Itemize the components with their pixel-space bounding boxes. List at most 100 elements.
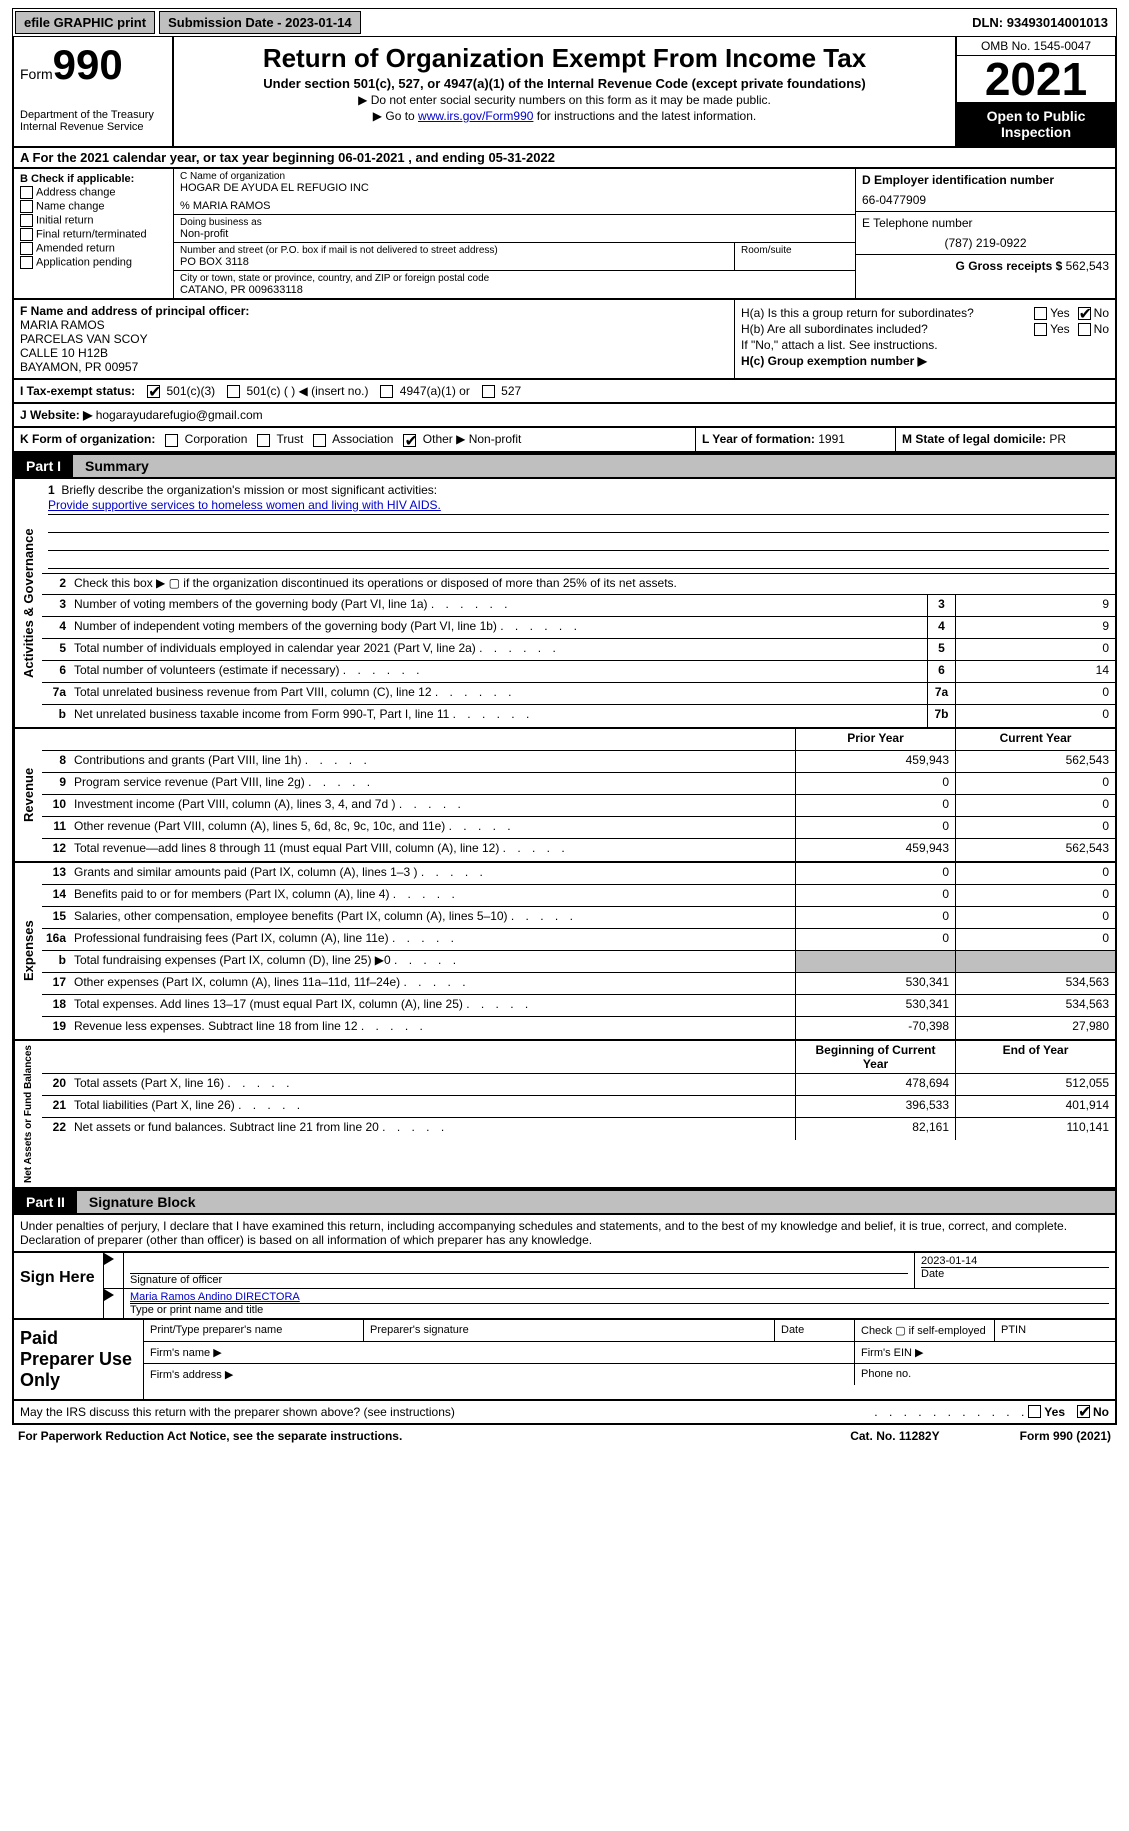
row-val: 0 xyxy=(955,639,1115,660)
row-k-left: K Form of organization: Corporation Trus… xyxy=(14,428,695,450)
officer-printed-name: Maria Ramos Andino DIRECTORA xyxy=(130,1291,1109,1303)
row-box: 7a xyxy=(927,683,955,704)
city: CATANO, PR 009633118 xyxy=(180,284,849,296)
row-num: 18 xyxy=(42,995,70,1016)
row-j: J Website: ▶ hogarayudarefugio@gmail.com xyxy=(12,404,1117,428)
vlabel-gov: Activities & Governance xyxy=(14,479,42,727)
irs-link[interactable]: www.irs.gov/Form990 xyxy=(418,109,533,123)
row-num: 16a xyxy=(42,929,70,950)
section-bcd: B Check if applicable: Address change Na… xyxy=(12,169,1117,300)
row-prior: 0 xyxy=(795,863,955,884)
discuss-q: May the IRS discuss this return with the… xyxy=(20,1405,874,1419)
h-b-yes[interactable] xyxy=(1034,323,1047,336)
summary-row: 20 Total assets (Part X, line 16) . . . … xyxy=(42,1074,1115,1096)
summary-row: 19 Revenue less expenses. Subtract line … xyxy=(42,1017,1115,1039)
chk-name[interactable]: Name change xyxy=(20,200,167,213)
sign-here-label: Sign Here xyxy=(14,1253,104,1318)
header-right: OMB No. 1545-0047 2021 Open to Public In… xyxy=(955,37,1115,146)
row-desc: Total revenue—add lines 8 through 11 (mu… xyxy=(70,839,795,861)
part2-num: Part II xyxy=(14,1191,77,1213)
chk-final[interactable]: Final return/terminated xyxy=(20,228,167,241)
vlabel-rev: Revenue xyxy=(14,729,42,861)
h-a-yes[interactable] xyxy=(1034,307,1047,320)
chk-initial[interactable]: Initial return xyxy=(20,214,167,227)
row-num: 5 xyxy=(42,639,70,660)
cell-dba: Doing business as Non-profit xyxy=(174,215,855,243)
submission-date-btn[interactable]: Submission Date - 2023-01-14 xyxy=(159,11,361,34)
summary-netassets: Net Assets or Fund Balances Beginning of… xyxy=(12,1041,1117,1189)
ein-label: D Employer identification number xyxy=(862,173,1054,187)
row-desc: Total number of individuals employed in … xyxy=(70,639,927,660)
row-current: 562,543 xyxy=(955,839,1115,861)
row-desc: Net unrelated business taxable income fr… xyxy=(70,705,927,727)
row-box: 5 xyxy=(927,639,955,660)
tel: (787) 219-0922 xyxy=(862,236,1109,250)
chk-4947[interactable] xyxy=(380,385,393,398)
discuss-no[interactable] xyxy=(1077,1405,1090,1418)
firm-addr-label: Firm's address ▶ xyxy=(144,1364,855,1385)
pra-notice: For Paperwork Reduction Act Notice, see … xyxy=(18,1429,850,1443)
row-desc: Number of independent voting members of … xyxy=(70,617,927,638)
row-num: 21 xyxy=(42,1096,70,1117)
row-prior xyxy=(795,951,955,972)
mission-text: Provide supportive services to homeless … xyxy=(48,498,441,512)
row-current: 534,563 xyxy=(955,995,1115,1016)
row-desc: Program service revenue (Part VIII, line… xyxy=(70,773,795,794)
lbl-other: Other ▶ xyxy=(423,432,466,446)
chk-501c3[interactable] xyxy=(147,385,160,398)
summary-row: 12 Total revenue—add lines 8 through 11 … xyxy=(42,839,1115,861)
note2-b: for instructions and the latest informat… xyxy=(533,109,756,123)
row-desc: Contributions and grants (Part VIII, lin… xyxy=(70,751,795,772)
row-current: 0 xyxy=(955,929,1115,950)
row-prior: 0 xyxy=(795,885,955,906)
chk-corp[interactable] xyxy=(165,434,178,447)
no-label: No xyxy=(1094,306,1109,320)
cell-ein: D Employer identification number 66-0477… xyxy=(856,169,1115,212)
chk-amended[interactable]: Amended return xyxy=(20,242,167,255)
row-current xyxy=(955,951,1115,972)
row-desc: Investment income (Part VIII, column (A)… xyxy=(70,795,795,816)
chk-other[interactable] xyxy=(403,434,416,447)
row-desc: Total unrelated business revenue from Pa… xyxy=(70,683,927,704)
room-suite-label: Room/suite xyxy=(735,243,855,270)
h-c: H(c) Group exemption number ▶ xyxy=(741,354,1109,368)
row-k-year: L Year of formation: 1991 xyxy=(695,428,895,450)
chk-address[interactable]: Address change xyxy=(20,186,167,199)
row-num: 15 xyxy=(42,907,70,928)
h-a: H(a) Is this a group return for subordin… xyxy=(741,306,1109,320)
summary-expenses: Expenses 13 Grants and similar amounts p… xyxy=(12,863,1117,1041)
row-num: b xyxy=(42,705,70,727)
header-mid: Return of Organization Exempt From Incom… xyxy=(174,37,955,146)
chk-501c[interactable] xyxy=(227,385,240,398)
header-left: Form990 Department of the Treasury Inter… xyxy=(14,37,174,146)
arrow-icon xyxy=(104,1253,114,1265)
chk-pending[interactable]: Application pending xyxy=(20,256,167,269)
row-num: 10 xyxy=(42,795,70,816)
col-current-year: Current Year xyxy=(955,729,1115,750)
row-current: 401,914 xyxy=(955,1096,1115,1117)
h-a-no[interactable] xyxy=(1078,307,1091,320)
h-b-no[interactable] xyxy=(1078,323,1091,336)
row-val: 0 xyxy=(955,683,1115,704)
summary-row: 7a Total unrelated business revenue from… xyxy=(42,683,1115,705)
summary-row: 9 Program service revenue (Part VIII, li… xyxy=(42,773,1115,795)
row-a-text-a: A For the 2021 calendar year, or tax yea… xyxy=(20,150,338,165)
row-a-text-b: , and ending xyxy=(408,150,488,165)
chk-527[interactable] xyxy=(482,385,495,398)
row-prior: 459,943 xyxy=(795,751,955,772)
chk-assoc[interactable] xyxy=(313,434,326,447)
firm-ein-label: Firm's EIN ▶ xyxy=(855,1342,1115,1363)
row-prior: 530,341 xyxy=(795,973,955,994)
row-num: 12 xyxy=(42,839,70,861)
chk-trust[interactable] xyxy=(257,434,270,447)
summary-row: 4 Number of independent voting members o… xyxy=(42,617,1115,639)
firm-name-label: Firm's name ▶ xyxy=(144,1342,855,1363)
efile-print-btn[interactable]: efile GRAPHIC print xyxy=(15,11,155,34)
discuss-yes[interactable] xyxy=(1028,1405,1041,1418)
part1-header: Part I Summary xyxy=(12,453,1117,479)
row-prior: 478,694 xyxy=(795,1074,955,1095)
lbl-501c: 501(c) ( ) ◀ (insert no.) xyxy=(247,384,369,398)
row-current: 0 xyxy=(955,863,1115,884)
summary-row: b Net unrelated business taxable income … xyxy=(42,705,1115,727)
col-end-year: End of Year xyxy=(955,1041,1115,1073)
